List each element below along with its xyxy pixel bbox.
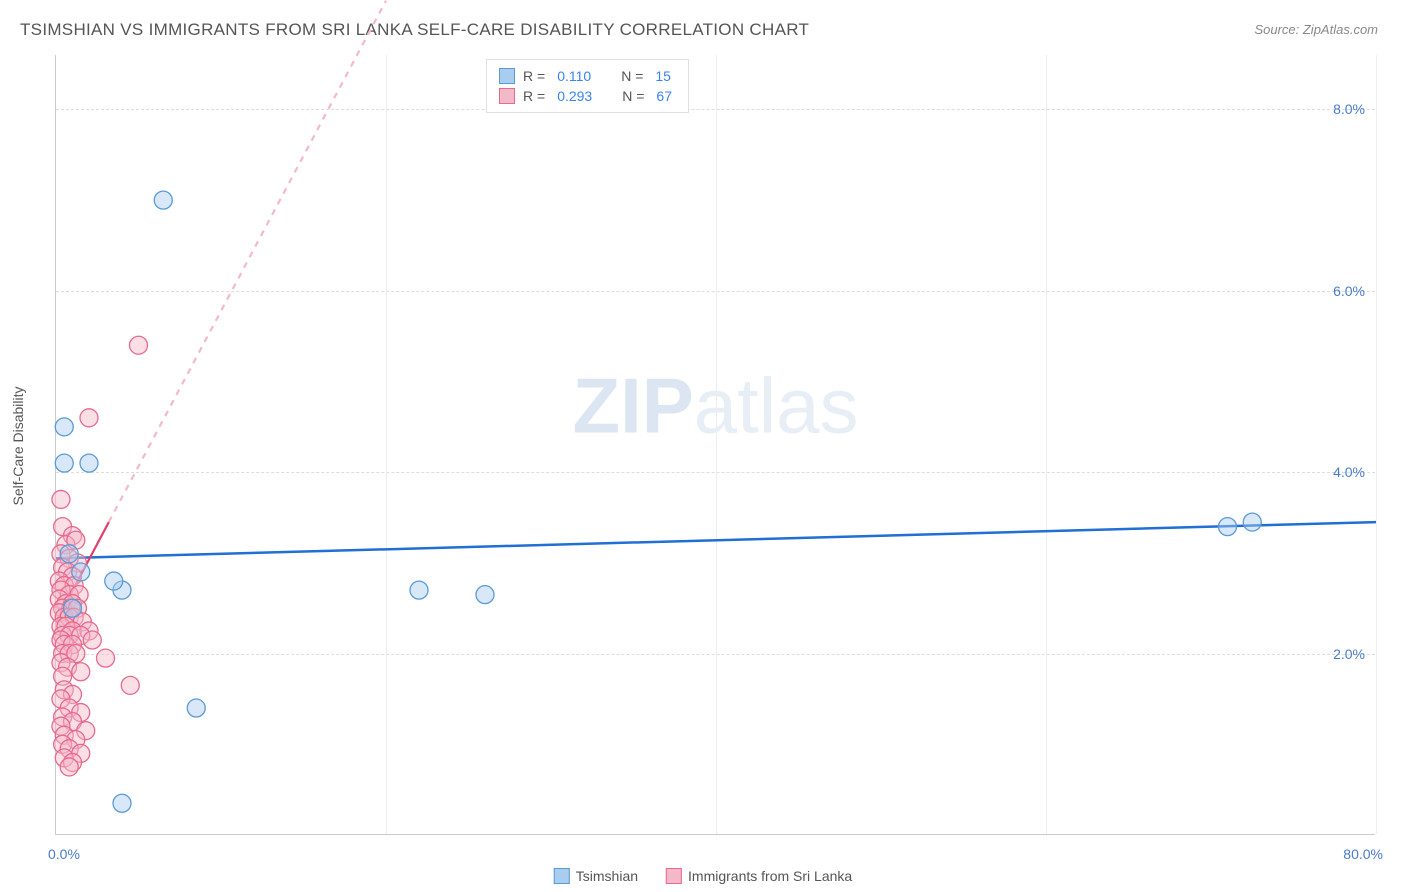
stats-legend: R = 0.110 N = 15 R = 0.293 N = 67 — [486, 59, 689, 113]
legend-label-1: Immigrants from Sri Lanka — [688, 868, 852, 884]
r-label-1: R = — [523, 88, 545, 104]
n-value-0: 15 — [655, 68, 671, 84]
stats-row-series-1: R = 0.293 N = 67 — [499, 86, 676, 106]
y-axis-label: Self-Care Disability — [10, 386, 26, 505]
source-label: Source: ZipAtlas.com — [1254, 22, 1378, 37]
stats-row-series-0: R = 0.110 N = 15 — [499, 66, 676, 86]
r-value-0: 0.110 — [557, 68, 591, 84]
legend-item-0: Tsimshian — [554, 868, 638, 884]
legend-swatch-1 — [666, 868, 682, 884]
legend-label-0: Tsimshian — [576, 868, 638, 884]
r-label-0: R = — [523, 68, 545, 84]
swatch-series-1 — [499, 88, 515, 104]
x-tick-max: 80.0% — [1343, 846, 1383, 862]
legend-item-1: Immigrants from Sri Lanka — [666, 868, 852, 884]
r-value-1: 0.293 — [557, 88, 592, 104]
x-tick-min: 0.0% — [48, 846, 80, 862]
chart-title: TSIMSHIAN VS IMMIGRANTS FROM SRI LANKA S… — [20, 20, 809, 40]
n-label-0: N = — [621, 68, 643, 84]
legend-swatch-0 — [554, 868, 570, 884]
n-label-1: N = — [622, 88, 644, 104]
swatch-series-0 — [499, 68, 515, 84]
scatter-svg — [56, 55, 1375, 834]
series-legend: Tsimshian Immigrants from Sri Lanka — [554, 868, 852, 884]
plot-area: ZIPatlas 2.0%4.0%6.0%8.0% 0.0% 80.0% R =… — [55, 55, 1375, 835]
n-value-1: 67 — [656, 88, 672, 104]
